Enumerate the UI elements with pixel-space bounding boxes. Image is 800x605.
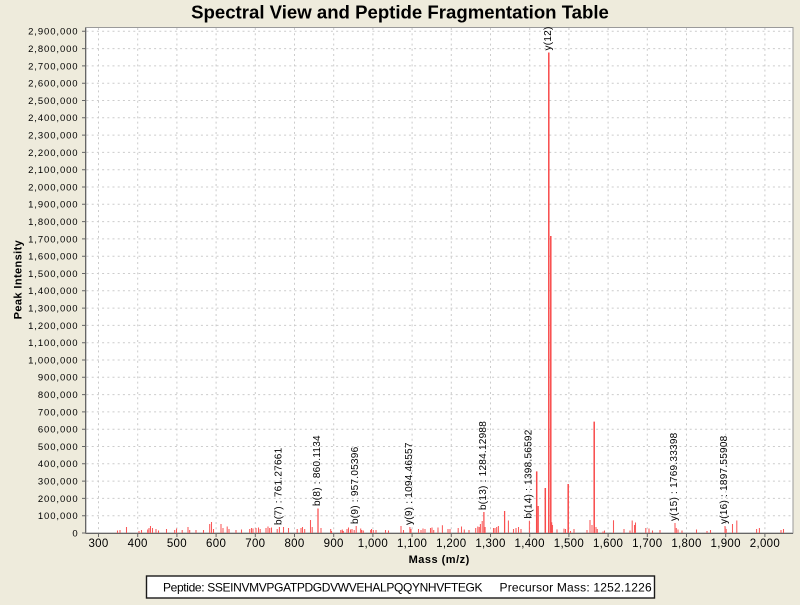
svg-text:1,300,000: 1,300,000: [28, 304, 78, 315]
svg-text:Peptide: SSEINVMVPGATPDGDVWVEH: Peptide: SSEINVMVPGATPDGDVWVEHALPQQYNHVF…: [163, 581, 482, 595]
svg-text:0: 0: [72, 528, 78, 539]
svg-text:b(13) : 1284.12988: b(13) : 1284.12988: [478, 421, 489, 510]
svg-text:100,000: 100,000: [38, 511, 79, 522]
svg-text:900,000: 900,000: [38, 373, 79, 384]
svg-text:y(16) : 1897.55908: y(16) : 1897.55908: [719, 435, 730, 524]
svg-text:1,100,000: 1,100,000: [28, 338, 78, 349]
svg-text:700,000: 700,000: [38, 407, 79, 418]
svg-text:b(14) : 1398.56592: b(14) : 1398.56592: [523, 429, 534, 518]
svg-text:600: 600: [206, 538, 226, 550]
svg-text:b(7) : 761.27661: b(7) : 761.27661: [273, 447, 284, 525]
svg-text:b(9) : 957.05396: b(9) : 957.05396: [350, 446, 361, 524]
svg-text:1,800,000: 1,800,000: [28, 217, 78, 228]
svg-text:1,000: 1,000: [358, 538, 388, 550]
svg-text:1,100: 1,100: [397, 538, 427, 550]
svg-text:500,000: 500,000: [38, 442, 79, 453]
svg-text:2,300,000: 2,300,000: [28, 131, 78, 142]
svg-text:2,400,000: 2,400,000: [28, 113, 78, 124]
svg-text:Mass (m/z): Mass (m/z): [409, 554, 470, 566]
svg-text:y(15) : 1769.33398: y(15) : 1769.33398: [669, 432, 680, 521]
svg-text:2,000: 2,000: [750, 538, 780, 550]
svg-text:1,900: 1,900: [711, 538, 741, 550]
svg-text:2,200,000: 2,200,000: [28, 148, 78, 159]
svg-text:2,100,000: 2,100,000: [28, 165, 78, 176]
svg-text:300,000: 300,000: [38, 477, 79, 488]
svg-text:2,900,000: 2,900,000: [28, 27, 78, 38]
svg-text:200,000: 200,000: [38, 494, 79, 505]
svg-text:1,200: 1,200: [436, 538, 466, 550]
svg-text:300: 300: [88, 538, 108, 550]
svg-text:2,800,000: 2,800,000: [28, 44, 78, 55]
svg-text:Spectral View and Peptide Frag: Spectral View and Peptide Fragmentation …: [191, 2, 609, 23]
svg-text:400: 400: [128, 538, 148, 550]
svg-text:1,800: 1,800: [671, 538, 701, 550]
svg-text:1,900,000: 1,900,000: [28, 200, 78, 211]
svg-text:1,600,000: 1,600,000: [28, 252, 78, 263]
svg-text:700: 700: [245, 538, 265, 550]
svg-text:900: 900: [324, 538, 344, 550]
svg-text:y(9) : 1094.46557: y(9) : 1094.46557: [404, 442, 415, 525]
svg-text:1,400: 1,400: [515, 538, 545, 550]
svg-text:2,500,000: 2,500,000: [28, 96, 78, 107]
svg-text:2,600,000: 2,600,000: [28, 79, 78, 90]
svg-text:1,000,000: 1,000,000: [28, 355, 78, 366]
svg-text:2,000,000: 2,000,000: [28, 182, 78, 193]
svg-text:1,300: 1,300: [475, 538, 505, 550]
svg-text:1,200,000: 1,200,000: [28, 321, 78, 332]
svg-text:Precursor Mass: 1252.1226: Precursor Mass: 1252.1226: [500, 581, 653, 595]
svg-text:600,000: 600,000: [38, 425, 79, 436]
svg-text:400,000: 400,000: [38, 459, 79, 470]
svg-text:Peak Intensity: Peak Intensity: [13, 239, 25, 319]
svg-text:1,400,000: 1,400,000: [28, 286, 78, 297]
svg-text:500: 500: [167, 538, 187, 550]
svg-text:b(8) : 860.1134: b(8) : 860.1134: [312, 435, 323, 506]
svg-text:1,700: 1,700: [632, 538, 662, 550]
svg-text:2,700,000: 2,700,000: [28, 61, 78, 72]
svg-text:y(12): y(12): [543, 26, 554, 50]
svg-text:1,500,000: 1,500,000: [28, 269, 78, 280]
svg-text:1,600: 1,600: [593, 538, 623, 550]
svg-text:1,700,000: 1,700,000: [28, 234, 78, 245]
svg-text:800: 800: [284, 538, 304, 550]
svg-text:800,000: 800,000: [38, 390, 79, 401]
svg-text:1,500: 1,500: [554, 538, 584, 550]
